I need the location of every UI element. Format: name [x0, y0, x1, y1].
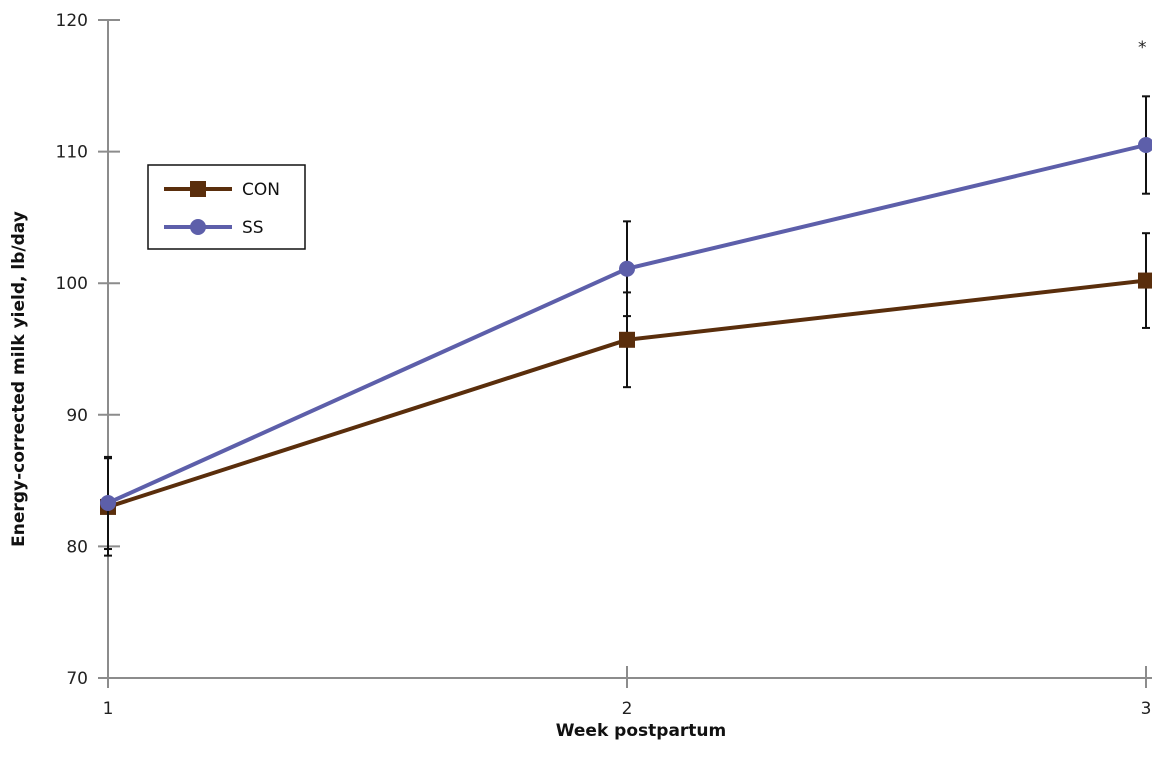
significance-marker: *: [1138, 38, 1147, 58]
legend-marker-circle: [190, 219, 206, 235]
legend: CON SS: [147, 164, 306, 250]
axes: [107, 20, 1152, 679]
x-axis-title: Week postpartum: [556, 721, 727, 741]
x-tick-label: 3: [1141, 699, 1152, 719]
y-axis-title: Energy-corrected milk yield, lb/day: [9, 211, 29, 547]
data-point-square: [619, 331, 635, 348]
y-tick-label: 90: [66, 406, 88, 426]
data-point-circle: [619, 260, 635, 277]
x-tick-label: 1: [103, 699, 114, 719]
data-point-circle: [100, 494, 116, 511]
legend-marker-square: [190, 181, 206, 197]
series-layer: [100, 95, 1152, 557]
y-ticks: 70 80 90 100 110 120: [56, 11, 120, 689]
legend-item-ss: SS: [164, 218, 264, 238]
legend-label: SS: [242, 218, 264, 238]
legend-label: CON: [242, 180, 280, 200]
y-tick-label: 100: [56, 274, 88, 294]
x-ticks: 1 2 3: [103, 666, 1152, 719]
legend-items: CON SS: [164, 180, 280, 238]
y-tick-label: 80: [66, 537, 88, 557]
data-point-circle: [1138, 137, 1152, 154]
legend-item-con: CON: [164, 180, 280, 200]
data-point-square: [1138, 272, 1152, 289]
y-tick-label: 120: [56, 11, 88, 31]
x-tick-label: 2: [622, 699, 633, 719]
legend-box: [147, 164, 306, 250]
y-tick-label: 110: [56, 143, 88, 163]
y-tick-label: 70: [66, 669, 88, 689]
annotation-layer: *: [1138, 38, 1147, 58]
series-ss: [100, 95, 1152, 551]
